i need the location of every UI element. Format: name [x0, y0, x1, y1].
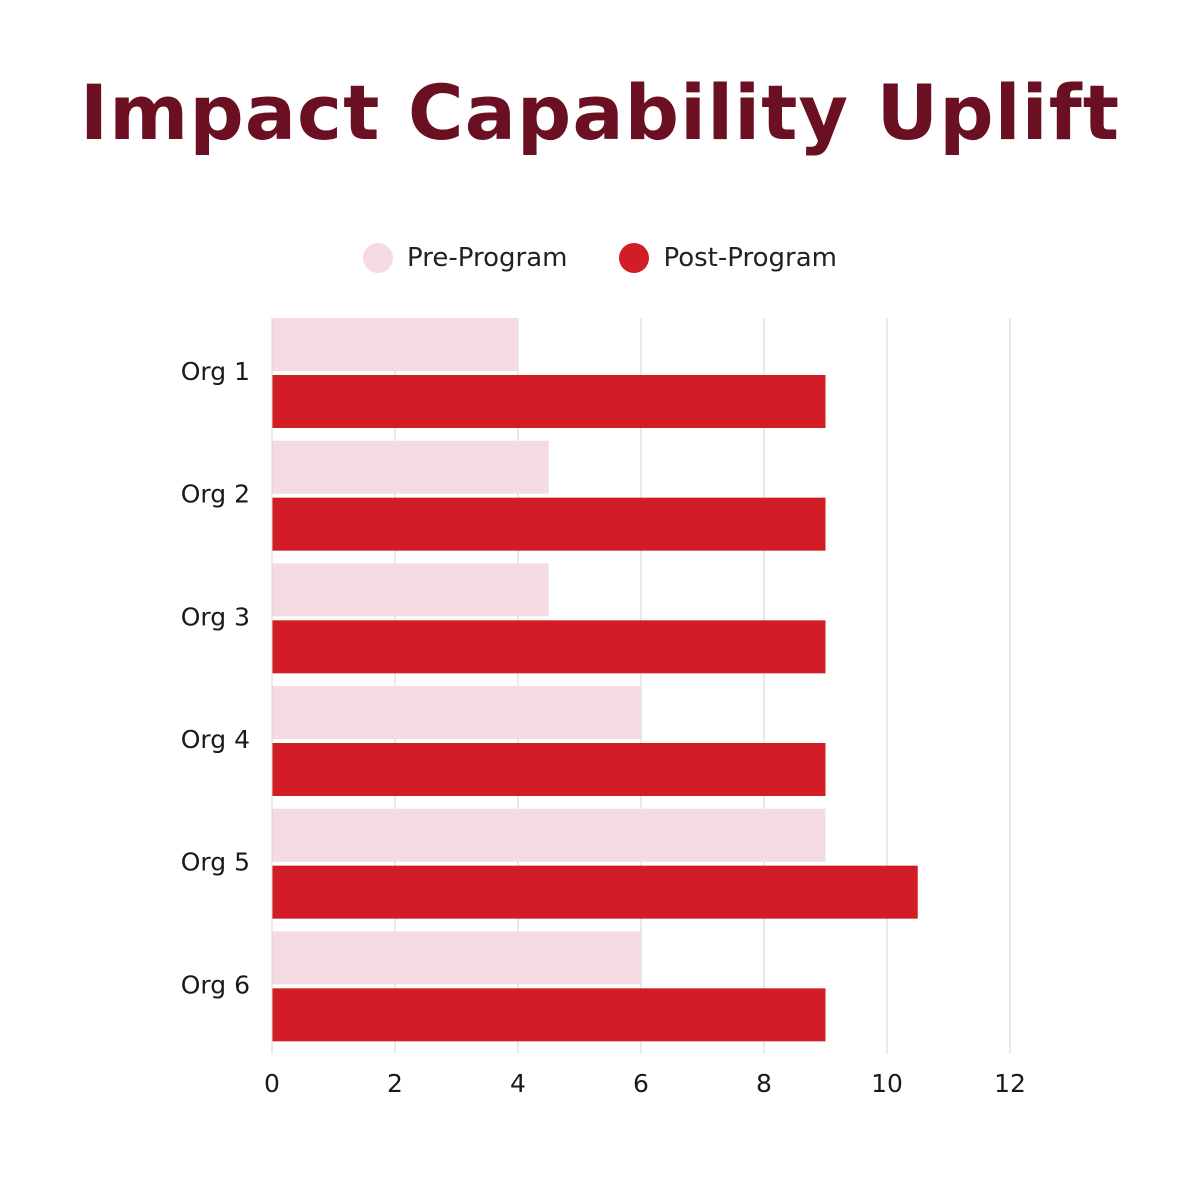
bar-post-program-org-3: [272, 620, 826, 674]
y-tick-label-org-1: Org 1: [181, 357, 250, 386]
y-tick-label-org-3: Org 3: [181, 602, 250, 631]
legend: Pre-Program Post-Program: [0, 243, 1200, 273]
x-tick-label-2: 2: [387, 1069, 403, 1098]
chart-title: Impact Capability Uplift: [79, 68, 1121, 157]
y-tick-label-org-2: Org 2: [181, 480, 250, 509]
bar-post-program-org-4: [272, 743, 826, 796]
bar-pre-program-org-1: [272, 318, 518, 371]
bar-pre-program-org-5: [272, 808, 826, 862]
legend-item-post-program: Post-Program: [619, 243, 837, 273]
bar-post-program-org-6: [272, 988, 826, 1042]
bar-pre-program-org-6: [272, 931, 641, 985]
x-tick-label-12: 12: [994, 1069, 1026, 1098]
legend-label-post-program: Post-Program: [663, 243, 837, 273]
legend-item-pre-program: Pre-Program: [363, 243, 567, 273]
x-tick-label-8: 8: [756, 1069, 772, 1098]
bar-pre-program-org-2: [272, 440, 549, 494]
legend-swatch-pre-program: [363, 243, 394, 273]
x-tick-label-6: 6: [633, 1069, 649, 1098]
x-tick-label-4: 4: [510, 1069, 526, 1098]
bar-post-program-org-2: [272, 497, 826, 551]
bar-post-program-org-1: [272, 375, 826, 428]
y-tick-label-org-4: Org 4: [181, 725, 250, 754]
bar-pre-program-org-3: [272, 563, 549, 617]
legend-swatch-post-program: [619, 243, 650, 273]
bar-pre-program-org-4: [272, 686, 641, 739]
x-tick-label-0: 0: [264, 1069, 280, 1098]
y-tick-label-org-5: Org 5: [181, 848, 250, 877]
x-tick-label-10: 10: [871, 1069, 903, 1098]
bar-post-program-org-5: [272, 865, 918, 919]
legend-label-pre-program: Pre-Program: [407, 243, 568, 273]
y-tick-label-org-6: Org 6: [181, 970, 250, 999]
